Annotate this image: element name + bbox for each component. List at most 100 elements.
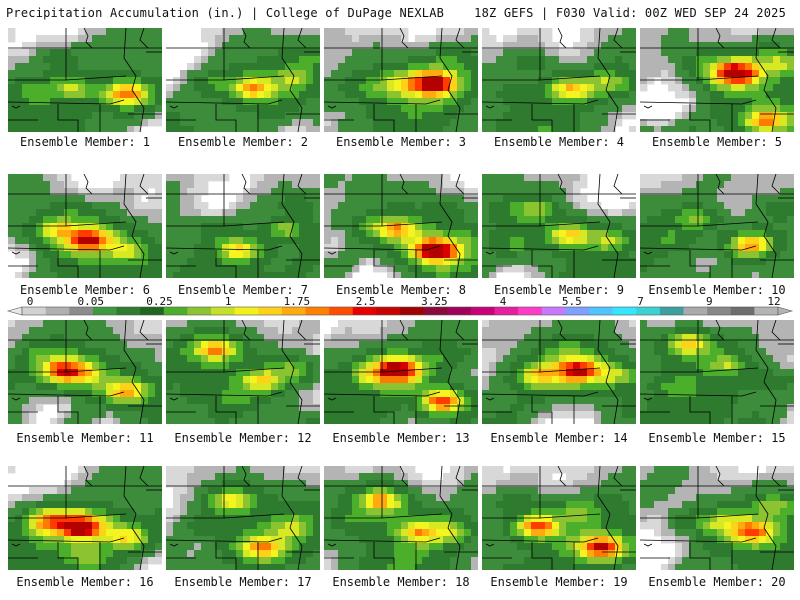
ensemble-member-label: Ensemble Member: 5	[651, 135, 783, 149]
colorbar-swatch	[494, 307, 519, 315]
state-border	[531, 542, 553, 570]
ensemble-member-label: Ensemble Member: 8	[335, 283, 467, 297]
state-border	[324, 99, 441, 105]
state-border	[439, 174, 461, 278]
state-border	[689, 396, 711, 424]
colorbar-swatch	[518, 307, 543, 315]
ensemble-member-label: Ensemble Member: 4	[493, 135, 625, 149]
colorbar-swatch	[400, 307, 424, 315]
colorbar-swatch	[376, 307, 401, 315]
precip-field-svg	[640, 466, 794, 570]
ensemble-member-map	[640, 466, 794, 570]
state-border	[327, 397, 337, 401]
state-border	[166, 245, 283, 251]
state-border	[169, 543, 179, 547]
colorbar-swatch	[423, 307, 448, 315]
state-border	[557, 174, 567, 195]
precip-field-svg	[482, 320, 636, 424]
ensemble-member-map	[324, 320, 478, 424]
state-border	[643, 251, 653, 255]
colorbar-swatch	[281, 307, 306, 315]
state-border	[689, 104, 711, 132]
state-border	[715, 466, 725, 487]
state-border	[223, 221, 285, 227]
precip-colorbar: 0 0.05 0.25 1 1.75 2.5 3.25 4 5.5 7 9 12	[6, 296, 794, 320]
ensemble-member-label: Ensemble Member: 11	[16, 431, 154, 445]
state-border	[399, 28, 409, 49]
state-border	[557, 28, 567, 49]
ensemble-member-map	[482, 320, 636, 424]
colorbar-max-arrow	[777, 306, 794, 316]
state-border	[613, 466, 623, 487]
state-border	[455, 320, 465, 341]
ensemble-member-label: Ensemble Member: 18	[332, 575, 470, 589]
ensemble-member-label: Ensemble Member: 9	[493, 283, 625, 297]
colorbar-tick-label: 4	[500, 296, 507, 308]
state-border	[281, 174, 303, 278]
state-border	[241, 320, 251, 341]
state-border	[169, 105, 179, 109]
state-border	[381, 75, 443, 81]
colorbar-tick-label: 7	[637, 296, 644, 308]
state-border	[640, 391, 757, 397]
colorbar-swatch	[541, 307, 566, 315]
state-border	[123, 320, 145, 424]
state-border	[771, 466, 781, 487]
state-border	[643, 397, 653, 401]
state-border	[771, 320, 781, 341]
state-border	[11, 251, 21, 255]
state-border	[755, 174, 777, 278]
state-border	[166, 537, 283, 543]
colorbar-tick-label: 0.25	[146, 296, 173, 308]
state-border	[539, 75, 601, 81]
state-border	[557, 320, 567, 341]
colorbar-swatch	[754, 307, 779, 315]
state-border	[324, 245, 441, 251]
state-border	[697, 75, 759, 81]
state-border	[166, 391, 283, 397]
ensemble-member-label: Ensemble Member: 19	[490, 575, 628, 589]
ensemble-member-map	[482, 28, 636, 132]
state-border	[381, 367, 443, 373]
state-border	[57, 104, 79, 132]
state-border	[715, 320, 725, 341]
colorbar-tick-label: 1.75	[284, 296, 311, 308]
state-border	[166, 99, 283, 105]
state-border	[11, 543, 21, 547]
ensemble-member-label: Ensemble Member: 12	[174, 431, 312, 445]
precip-field-svg	[8, 28, 162, 132]
ensemble-member-map	[482, 466, 636, 570]
state-border	[482, 245, 599, 251]
ensemble-member-map	[324, 28, 478, 132]
colorbar-swatch	[116, 307, 141, 315]
state-border	[381, 513, 443, 519]
colorbar-swatch	[447, 307, 472, 315]
ensemble-member-label: Ensemble Member: 1	[19, 135, 151, 149]
state-border	[324, 391, 441, 397]
ensemble-member-label: Ensemble Member: 14	[490, 431, 628, 445]
state-border	[297, 174, 307, 195]
state-border	[139, 320, 149, 341]
colorbar-swatch	[69, 307, 94, 315]
state-border	[215, 396, 237, 424]
ensemble-member-map	[8, 320, 162, 424]
state-border	[715, 174, 725, 195]
ensemble-member-map	[8, 28, 162, 132]
precip-field-svg	[324, 28, 478, 132]
state-border	[531, 250, 553, 278]
state-border	[771, 28, 781, 49]
ensemble-member-label: Ensemble Member: 16	[16, 575, 154, 589]
state-border	[439, 320, 461, 424]
colorbar-tick-label: 12	[767, 296, 780, 308]
state-border	[123, 174, 145, 278]
state-border	[697, 513, 759, 519]
ensemble-member-map	[324, 466, 478, 570]
state-border	[689, 542, 711, 570]
colorbar-swatch	[258, 307, 283, 315]
precip-field-svg	[640, 320, 794, 424]
ensemble-member-map	[166, 28, 320, 132]
colorbar-swatch	[140, 307, 165, 315]
state-border	[57, 396, 79, 424]
colorbar-swatch	[211, 307, 235, 315]
colorbar-swatch	[187, 307, 212, 315]
